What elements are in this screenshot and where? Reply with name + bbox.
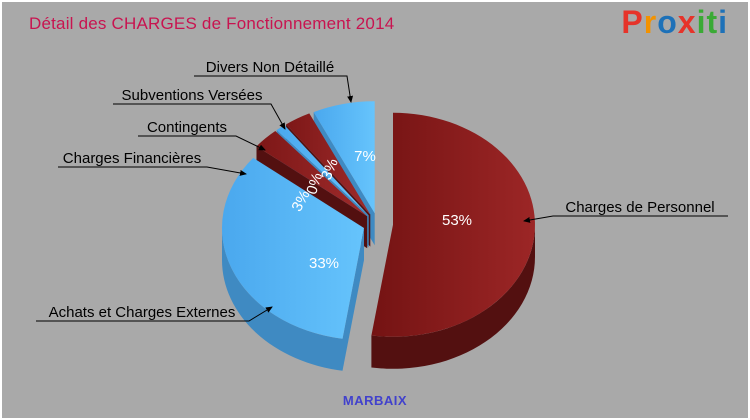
logo-letter: P [621, 4, 644, 40]
logo-letter: i [718, 4, 728, 40]
slice-label: Divers Non Détaillé [206, 59, 334, 76]
label-leader-line [194, 75, 354, 103]
place-name: MARBAIX [342, 393, 408, 408]
label-leader-line [36, 306, 273, 322]
pct-label: 53% [442, 212, 472, 229]
chart-title: Détail des CHARGES de Fonctionnement 201… [29, 14, 395, 33]
slice-label: Charges Financières [63, 150, 201, 167]
label-leader-line [523, 215, 728, 223]
label-leader-line [138, 135, 266, 151]
pct-label: 7% [354, 148, 376, 165]
pct-label: 3% [318, 156, 342, 182]
label-leader-line [58, 166, 247, 176]
slice-label: Subventions Versées [122, 87, 263, 104]
pie-slice-0 [371, 112, 535, 369]
logo-letter: r [643, 4, 658, 40]
logo-letter: x [677, 4, 697, 40]
pie-slice-1 [221, 157, 364, 371]
pct-label: 33% [309, 255, 339, 272]
slice-label: Contingents [147, 119, 227, 136]
logo-letter: t [706, 4, 719, 40]
proxiti-logo: Proxiti [621, 4, 728, 41]
label-leader-line [113, 103, 286, 130]
logo-letter: o [657, 4, 678, 40]
pct-label: 0% [303, 171, 326, 197]
slice-label: Achats et Charges Externes [49, 304, 236, 321]
logo-letter: i [696, 4, 707, 40]
slice-label: Charges de Personnel [565, 199, 714, 216]
